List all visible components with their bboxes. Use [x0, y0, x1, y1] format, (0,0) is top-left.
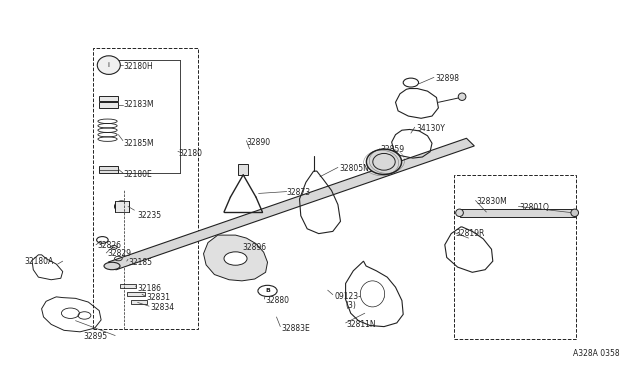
Text: i: i — [108, 62, 110, 68]
Text: 32235: 32235 — [138, 211, 162, 220]
Text: 32811N: 32811N — [347, 320, 376, 329]
Text: B: B — [265, 288, 270, 294]
Text: 32185M: 32185M — [124, 139, 154, 148]
Ellipse shape — [360, 281, 385, 307]
Text: 32826: 32826 — [97, 241, 122, 250]
Ellipse shape — [571, 209, 579, 217]
Polygon shape — [460, 209, 575, 217]
Text: 32896: 32896 — [242, 243, 266, 252]
Text: 32805N: 32805N — [339, 164, 369, 173]
Text: 32873: 32873 — [287, 188, 311, 197]
Bar — [454, 175, 576, 339]
Text: 32859: 32859 — [381, 145, 405, 154]
Bar — [127, 292, 145, 296]
Ellipse shape — [456, 209, 463, 217]
Text: 32830M: 32830M — [477, 197, 508, 206]
Text: 32183M: 32183M — [124, 100, 154, 109]
Ellipse shape — [258, 285, 277, 296]
Text: 32180H: 32180H — [124, 62, 153, 71]
Text: 32898: 32898 — [435, 74, 460, 83]
Text: 32180A: 32180A — [24, 257, 54, 266]
Ellipse shape — [366, 149, 402, 174]
Text: 09123-61628: 09123-61628 — [334, 292, 385, 301]
Ellipse shape — [115, 201, 129, 212]
Text: 32831: 32831 — [146, 293, 170, 302]
Bar — [99, 96, 118, 101]
Text: 32180: 32180 — [178, 149, 202, 158]
Text: 32880: 32880 — [266, 296, 289, 305]
Ellipse shape — [97, 56, 120, 74]
Text: A328A 0358: A328A 0358 — [573, 349, 620, 358]
Text: 32180E: 32180E — [124, 170, 152, 179]
Text: 32883E: 32883E — [282, 324, 310, 333]
Bar — [115, 201, 129, 212]
Text: 32186: 32186 — [138, 284, 161, 293]
Polygon shape — [108, 138, 474, 270]
Text: 32834: 32834 — [150, 303, 175, 312]
Text: 32819R: 32819R — [456, 229, 485, 238]
Ellipse shape — [458, 93, 466, 100]
Bar — [99, 166, 118, 173]
Text: 32890: 32890 — [246, 138, 271, 147]
Text: 32895: 32895 — [83, 332, 108, 341]
Text: 34130Y: 34130Y — [416, 124, 445, 133]
Text: 32801Q: 32801Q — [520, 203, 550, 212]
Bar — [131, 300, 147, 304]
Text: 32829: 32829 — [108, 249, 132, 258]
Bar — [99, 102, 118, 108]
Text: (3): (3) — [346, 301, 356, 310]
Bar — [238, 164, 248, 175]
Bar — [93, 48, 198, 329]
Ellipse shape — [104, 262, 120, 270]
Text: 32185: 32185 — [128, 258, 152, 267]
Polygon shape — [204, 235, 268, 281]
Ellipse shape — [224, 252, 247, 265]
Bar — [120, 284, 136, 288]
